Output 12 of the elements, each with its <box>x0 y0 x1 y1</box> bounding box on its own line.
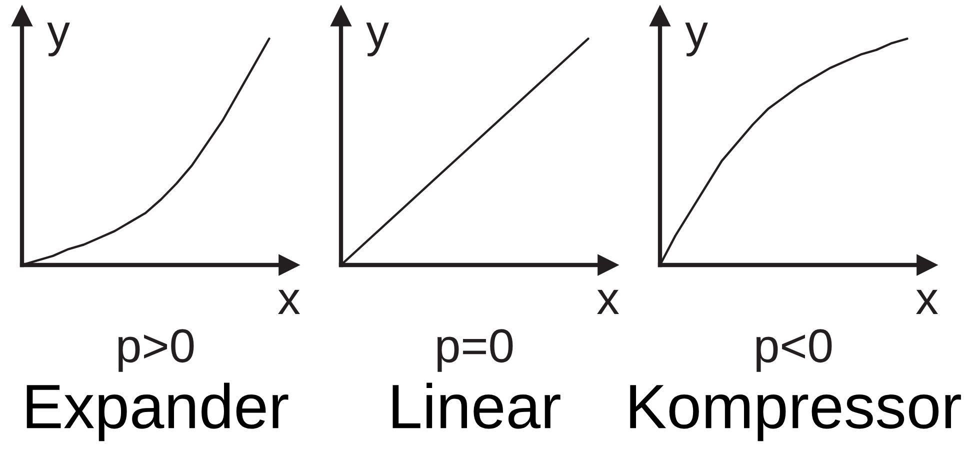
x-axis-title: x <box>597 290 619 314</box>
text: p=0 <box>437 329 513 372</box>
y-axis-title: y <box>366 22 389 56</box>
text: p>0 <box>118 329 194 372</box>
x-axis-title: x <box>278 290 300 314</box>
text: Expander <box>26 382 288 442</box>
x-axis-title: x <box>916 290 938 314</box>
text: p<0 <box>756 329 832 372</box>
text: Linear <box>392 382 560 429</box>
y-axis-title: y <box>47 22 70 56</box>
text: Kompressor <box>630 385 961 442</box>
y-axis-title: y <box>685 22 708 56</box>
